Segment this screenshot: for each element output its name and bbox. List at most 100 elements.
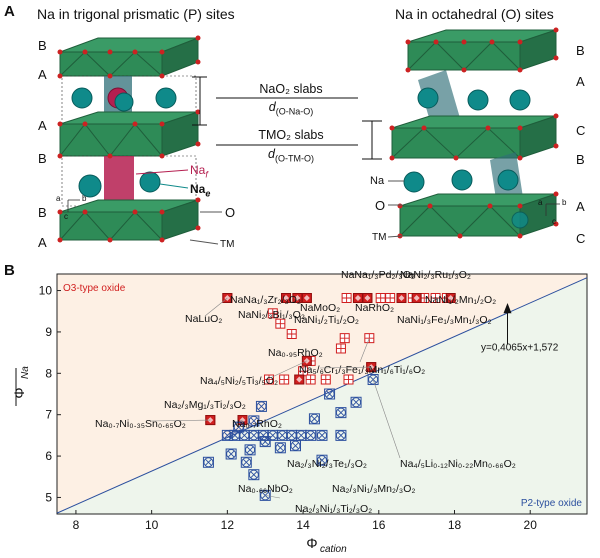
- p2-point-circle: [256, 401, 267, 412]
- na-label-right: Na: [370, 175, 385, 187]
- p2-point: [305, 429, 317, 441]
- p2-point-cross: [337, 409, 345, 417]
- d-sub: (O-TM-O): [274, 153, 314, 164]
- annotation-leader: [239, 419, 243, 422]
- p2-point-circle: [290, 440, 301, 451]
- right-layer-3: C: [576, 123, 586, 138]
- panel-a-structures: [57, 27, 560, 245]
- o3-point-marker: [447, 295, 454, 301]
- right-layer-1: B: [576, 43, 585, 58]
- p2-point-circle: [368, 374, 379, 385]
- p2-point-cross: [235, 423, 243, 431]
- p2-point-cross: [318, 431, 326, 439]
- p2-point-circle: [317, 430, 327, 441]
- p2-point: [259, 436, 271, 448]
- p2-point: [202, 456, 214, 468]
- o-label-right: O: [375, 198, 386, 213]
- d-tmo-label: d(O-TM-O): [246, 147, 336, 164]
- y-tick-label: 7: [45, 408, 52, 422]
- slab: [59, 123, 163, 157]
- right-layer-2: A: [576, 74, 585, 89]
- axis-b-right: b: [562, 198, 567, 207]
- data-point-annotation: NaNi₁/₂Mn₁/₂O₂: [425, 294, 496, 306]
- o3-point-cross: [336, 343, 346, 353]
- o3-point-marker: [354, 295, 361, 301]
- na-atom: [467, 89, 489, 111]
- tmo2-slabs-label: TMO₂ slabs: [258, 128, 324, 142]
- o3-point-cross: [287, 329, 297, 339]
- y-tick-label: 5: [45, 490, 52, 504]
- p2-point-cross: [261, 491, 269, 499]
- octahedron: [418, 70, 460, 128]
- p2-point: [324, 388, 336, 400]
- data-point-annotation: NaLuO₂: [185, 313, 222, 325]
- o3-point-cross: [385, 293, 395, 303]
- left-layer-1: B: [38, 38, 47, 53]
- left-layer-6: A: [38, 235, 47, 250]
- p2-point-cross: [352, 398, 360, 406]
- plot-frame: [56, 273, 588, 515]
- o3-point-cross: [275, 319, 285, 329]
- p2-point-cross: [310, 415, 319, 423]
- data-point-annotation: Na₅/₆Cr₁/₃Fe₁/₃Mn₁/₆Ti₁/₆O₂: [299, 364, 425, 376]
- p2-point-circle: [222, 430, 233, 441]
- left-layer-3: A: [38, 118, 47, 133]
- x-tick-label: 8: [73, 518, 80, 532]
- p2-point-cross: [276, 444, 284, 452]
- annotation-leader: [319, 366, 372, 369]
- na-atom: [417, 87, 439, 109]
- x-tick-label: 14: [296, 518, 310, 532]
- data-point-annotation: Na₀.₉₅RhO₂: [268, 347, 323, 359]
- slab: [407, 41, 521, 71]
- p2-point: [335, 407, 347, 419]
- o3-point-cross: [264, 375, 274, 385]
- na-atom: [114, 92, 134, 112]
- p2-point-cross: [250, 417, 258, 425]
- p2-point-cross: [369, 375, 377, 384]
- p2-point: [255, 400, 267, 412]
- p2-point-circle: [248, 415, 259, 426]
- panel-b-letter: B: [4, 262, 15, 279]
- right-structure: [387, 27, 560, 239]
- axis-c-right: c: [552, 217, 556, 226]
- slab: [59, 51, 163, 77]
- annotation-leader: [265, 495, 281, 499]
- na-atom: [78, 174, 102, 198]
- axis-a-right: a: [538, 198, 543, 207]
- na-atom: [403, 171, 425, 193]
- o3-point-marker: [294, 295, 301, 301]
- p2-point-cross: [231, 431, 239, 439]
- o3-region-label: O3-type oxide: [63, 283, 126, 294]
- o3-region: [57, 274, 587, 514]
- data-point-annotation: NaNi₁/₃Fe₁/₃Mn₁/₃O₂: [397, 314, 492, 326]
- p2-point-cross: [227, 450, 235, 458]
- p2-point-cross: [240, 431, 249, 439]
- p2-point-circle: [203, 457, 214, 468]
- data-point-annotation: NaMoO₂: [300, 302, 340, 314]
- d-symbol: d: [268, 147, 275, 161]
- o3-point-cross: [306, 375, 316, 385]
- p2-point-cross: [204, 458, 213, 466]
- p2-point-circle: [351, 397, 362, 408]
- left-layer-5: B: [38, 205, 47, 220]
- fit-arrowhead: [503, 302, 512, 314]
- left-layer-4: B: [38, 151, 47, 166]
- right-layer-5: A: [576, 199, 585, 214]
- d-sub: (O-Na-O): [275, 106, 314, 117]
- annotation-leader: [372, 379, 401, 459]
- na-atom: [511, 211, 529, 229]
- right-layer-6: C: [576, 231, 586, 246]
- o3-point-marker: [303, 295, 310, 301]
- x-tick-label: 12: [221, 518, 235, 532]
- p2-point: [367, 374, 379, 386]
- tm-label-left: TM: [220, 239, 235, 250]
- d-symbol: d: [268, 100, 276, 114]
- axis-c-left: c: [64, 212, 68, 221]
- o3-point-cross: [340, 333, 350, 343]
- p2-point-circle: [260, 436, 271, 447]
- p2-point-cross: [250, 431, 258, 439]
- p2-point: [248, 415, 260, 427]
- p2-point: [240, 456, 252, 468]
- p2-point-cross: [242, 458, 250, 466]
- p2-point-circle: [335, 407, 346, 418]
